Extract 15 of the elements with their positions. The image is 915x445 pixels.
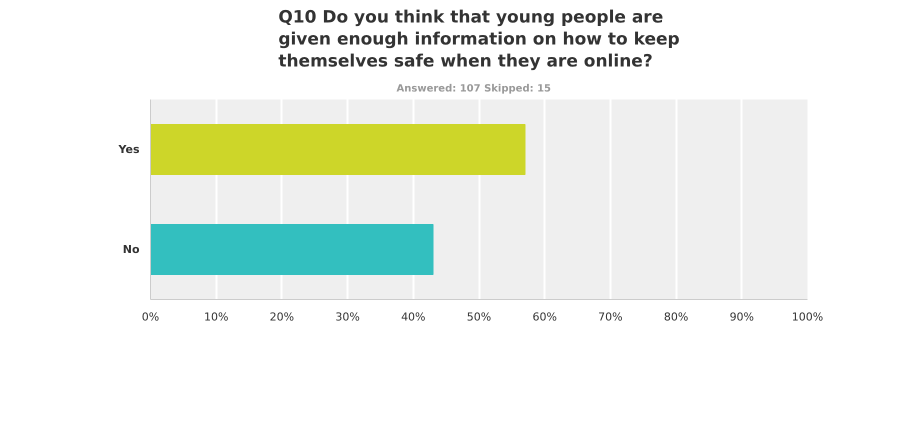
chart-title: Q10 Do you think that young people are given enough information on how to keep themselves safe when they are online? (278, 8, 680, 72)
x-tick-label: 60% (532, 310, 557, 324)
x-tick-label: 90% (730, 310, 754, 324)
x-tick-label: 100% (792, 310, 824, 324)
x-tick-label: 20% (270, 310, 294, 324)
x-tick-label: 80% (664, 310, 688, 324)
x-tick-label: 0% (142, 310, 160, 324)
x-tick-label: 70% (598, 310, 623, 324)
x-tick-label: 50% (466, 310, 492, 324)
x-tick-label: 10% (204, 310, 228, 324)
chart-subtitle: Answered: 107 Skipped: 15 (396, 84, 552, 94)
x-tick-label: 30% (335, 310, 360, 324)
y-tick-label: No (122, 243, 140, 256)
x-tick-label: 40% (401, 310, 426, 324)
y-tick-label: Yes (118, 143, 140, 156)
